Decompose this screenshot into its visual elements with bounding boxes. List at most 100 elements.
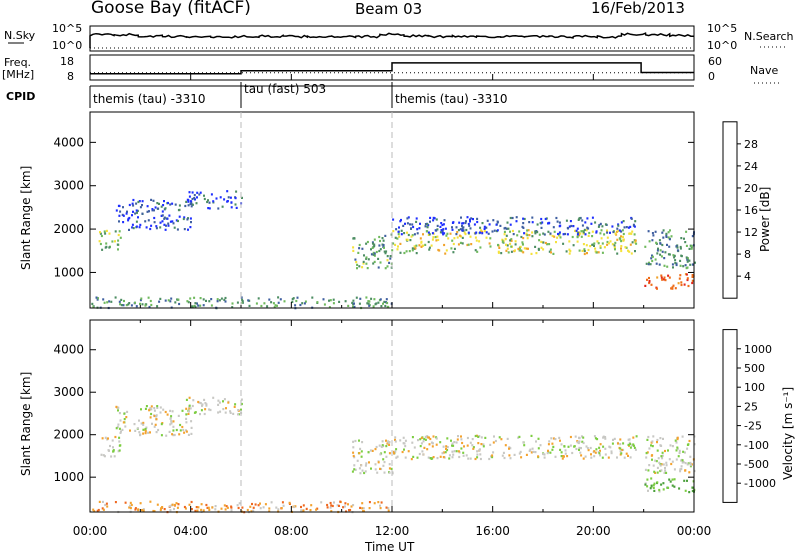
echo-cell [354, 258, 357, 261]
echo-cell [373, 252, 376, 255]
echo-cell [310, 504, 313, 507]
echo-cell [230, 201, 233, 204]
echo-cell [620, 240, 623, 243]
echo-cell [105, 502, 108, 505]
echo-cell [616, 238, 619, 241]
echo-cell [304, 300, 307, 303]
echo-cell [644, 468, 647, 471]
echo-cell [189, 297, 192, 300]
echo-cell [117, 406, 120, 409]
echo-cell [535, 252, 538, 255]
echo-cell [531, 221, 534, 224]
echo-cell [175, 428, 178, 432]
echo-cell [606, 229, 608, 232]
echo-cell [680, 255, 683, 258]
echo-cell [145, 303, 148, 306]
echo-cell [139, 302, 141, 305]
echo-cell [432, 236, 435, 239]
echo-cell [305, 507, 308, 510]
echo-cell [135, 220, 138, 223]
echo-cell [688, 491, 691, 494]
echo-cell [165, 224, 167, 227]
echo-cell [240, 408, 242, 411]
echo-cell [560, 443, 563, 446]
echo-cell [390, 467, 393, 470]
echo-cell [169, 203, 172, 206]
echo-cell [168, 430, 171, 433]
echo-cell [202, 509, 205, 512]
echo-cell [457, 450, 460, 453]
echo-cell [388, 443, 391, 446]
echo-cell [204, 402, 207, 405]
echo-cell [604, 437, 607, 440]
echo-cell [451, 226, 453, 229]
echo-cell [428, 233, 431, 236]
echo-cell [667, 236, 670, 239]
echo-cell [452, 242, 455, 246]
echo-cell [338, 300, 341, 303]
colorbar-tick-label: 24 [744, 160, 758, 173]
echo-cell [352, 305, 354, 308]
echo-cell [410, 235, 413, 238]
echo-cell [461, 242, 464, 245]
echo-cell [528, 234, 531, 237]
echo-cell [237, 506, 240, 510]
echo-cell [582, 436, 585, 439]
echo-cell [620, 247, 622, 250]
echo-cell [656, 252, 659, 255]
echo-cell [302, 509, 305, 512]
echo-cell [146, 210, 149, 213]
echo-cell [181, 425, 184, 429]
echo-cell [247, 299, 250, 302]
echo-cell [441, 452, 444, 455]
echo-cell [463, 231, 466, 234]
echo-cell [210, 193, 213, 196]
echo-cell [150, 198, 153, 201]
echo-cell [394, 243, 397, 246]
echo-cell [509, 457, 512, 460]
echo-cell [670, 462, 673, 466]
echo-cell [114, 435, 117, 439]
echo-cell [633, 233, 636, 236]
echo-cell [610, 452, 613, 455]
echo-cell [488, 223, 491, 226]
echo-cell [684, 241, 687, 244]
echo-cell [509, 223, 512, 226]
echo-cell [656, 249, 659, 252]
echo-cell [182, 428, 185, 432]
echo-cell [455, 441, 458, 444]
echo-cell [654, 258, 657, 261]
echo-cell [590, 456, 593, 459]
echo-cell [505, 227, 508, 230]
echo-cell [387, 442, 390, 445]
echo-cell [336, 504, 339, 507]
echo-cell [451, 456, 454, 459]
echo-cell [362, 507, 365, 510]
echo-cell [195, 506, 198, 509]
echo-cell [682, 450, 685, 453]
echo-cell [189, 226, 192, 229]
echo-cell [470, 243, 473, 246]
echo-cell [646, 438, 649, 441]
echo-cell [501, 454, 504, 457]
echo-cell [368, 304, 371, 307]
echo-cell [169, 417, 172, 420]
echo-cell [234, 197, 237, 200]
echo-cell [139, 502, 142, 505]
echo-cell [241, 196, 243, 199]
echo-cell [651, 440, 654, 443]
echo-cell [483, 230, 486, 233]
echo-cell [535, 440, 537, 443]
echo-cell [369, 449, 372, 452]
echo-cell [358, 452, 361, 455]
echo-cell [380, 445, 383, 448]
echo-cell [380, 305, 383, 308]
echo-cell [462, 451, 465, 454]
echo-cell [426, 435, 429, 438]
echo-cell [516, 234, 519, 237]
echo-cell [436, 228, 439, 231]
colorbar-tick-label: -100 [744, 439, 769, 452]
echo-cell [477, 442, 480, 445]
echo-cell [475, 231, 478, 234]
echo-cell [93, 510, 96, 513]
